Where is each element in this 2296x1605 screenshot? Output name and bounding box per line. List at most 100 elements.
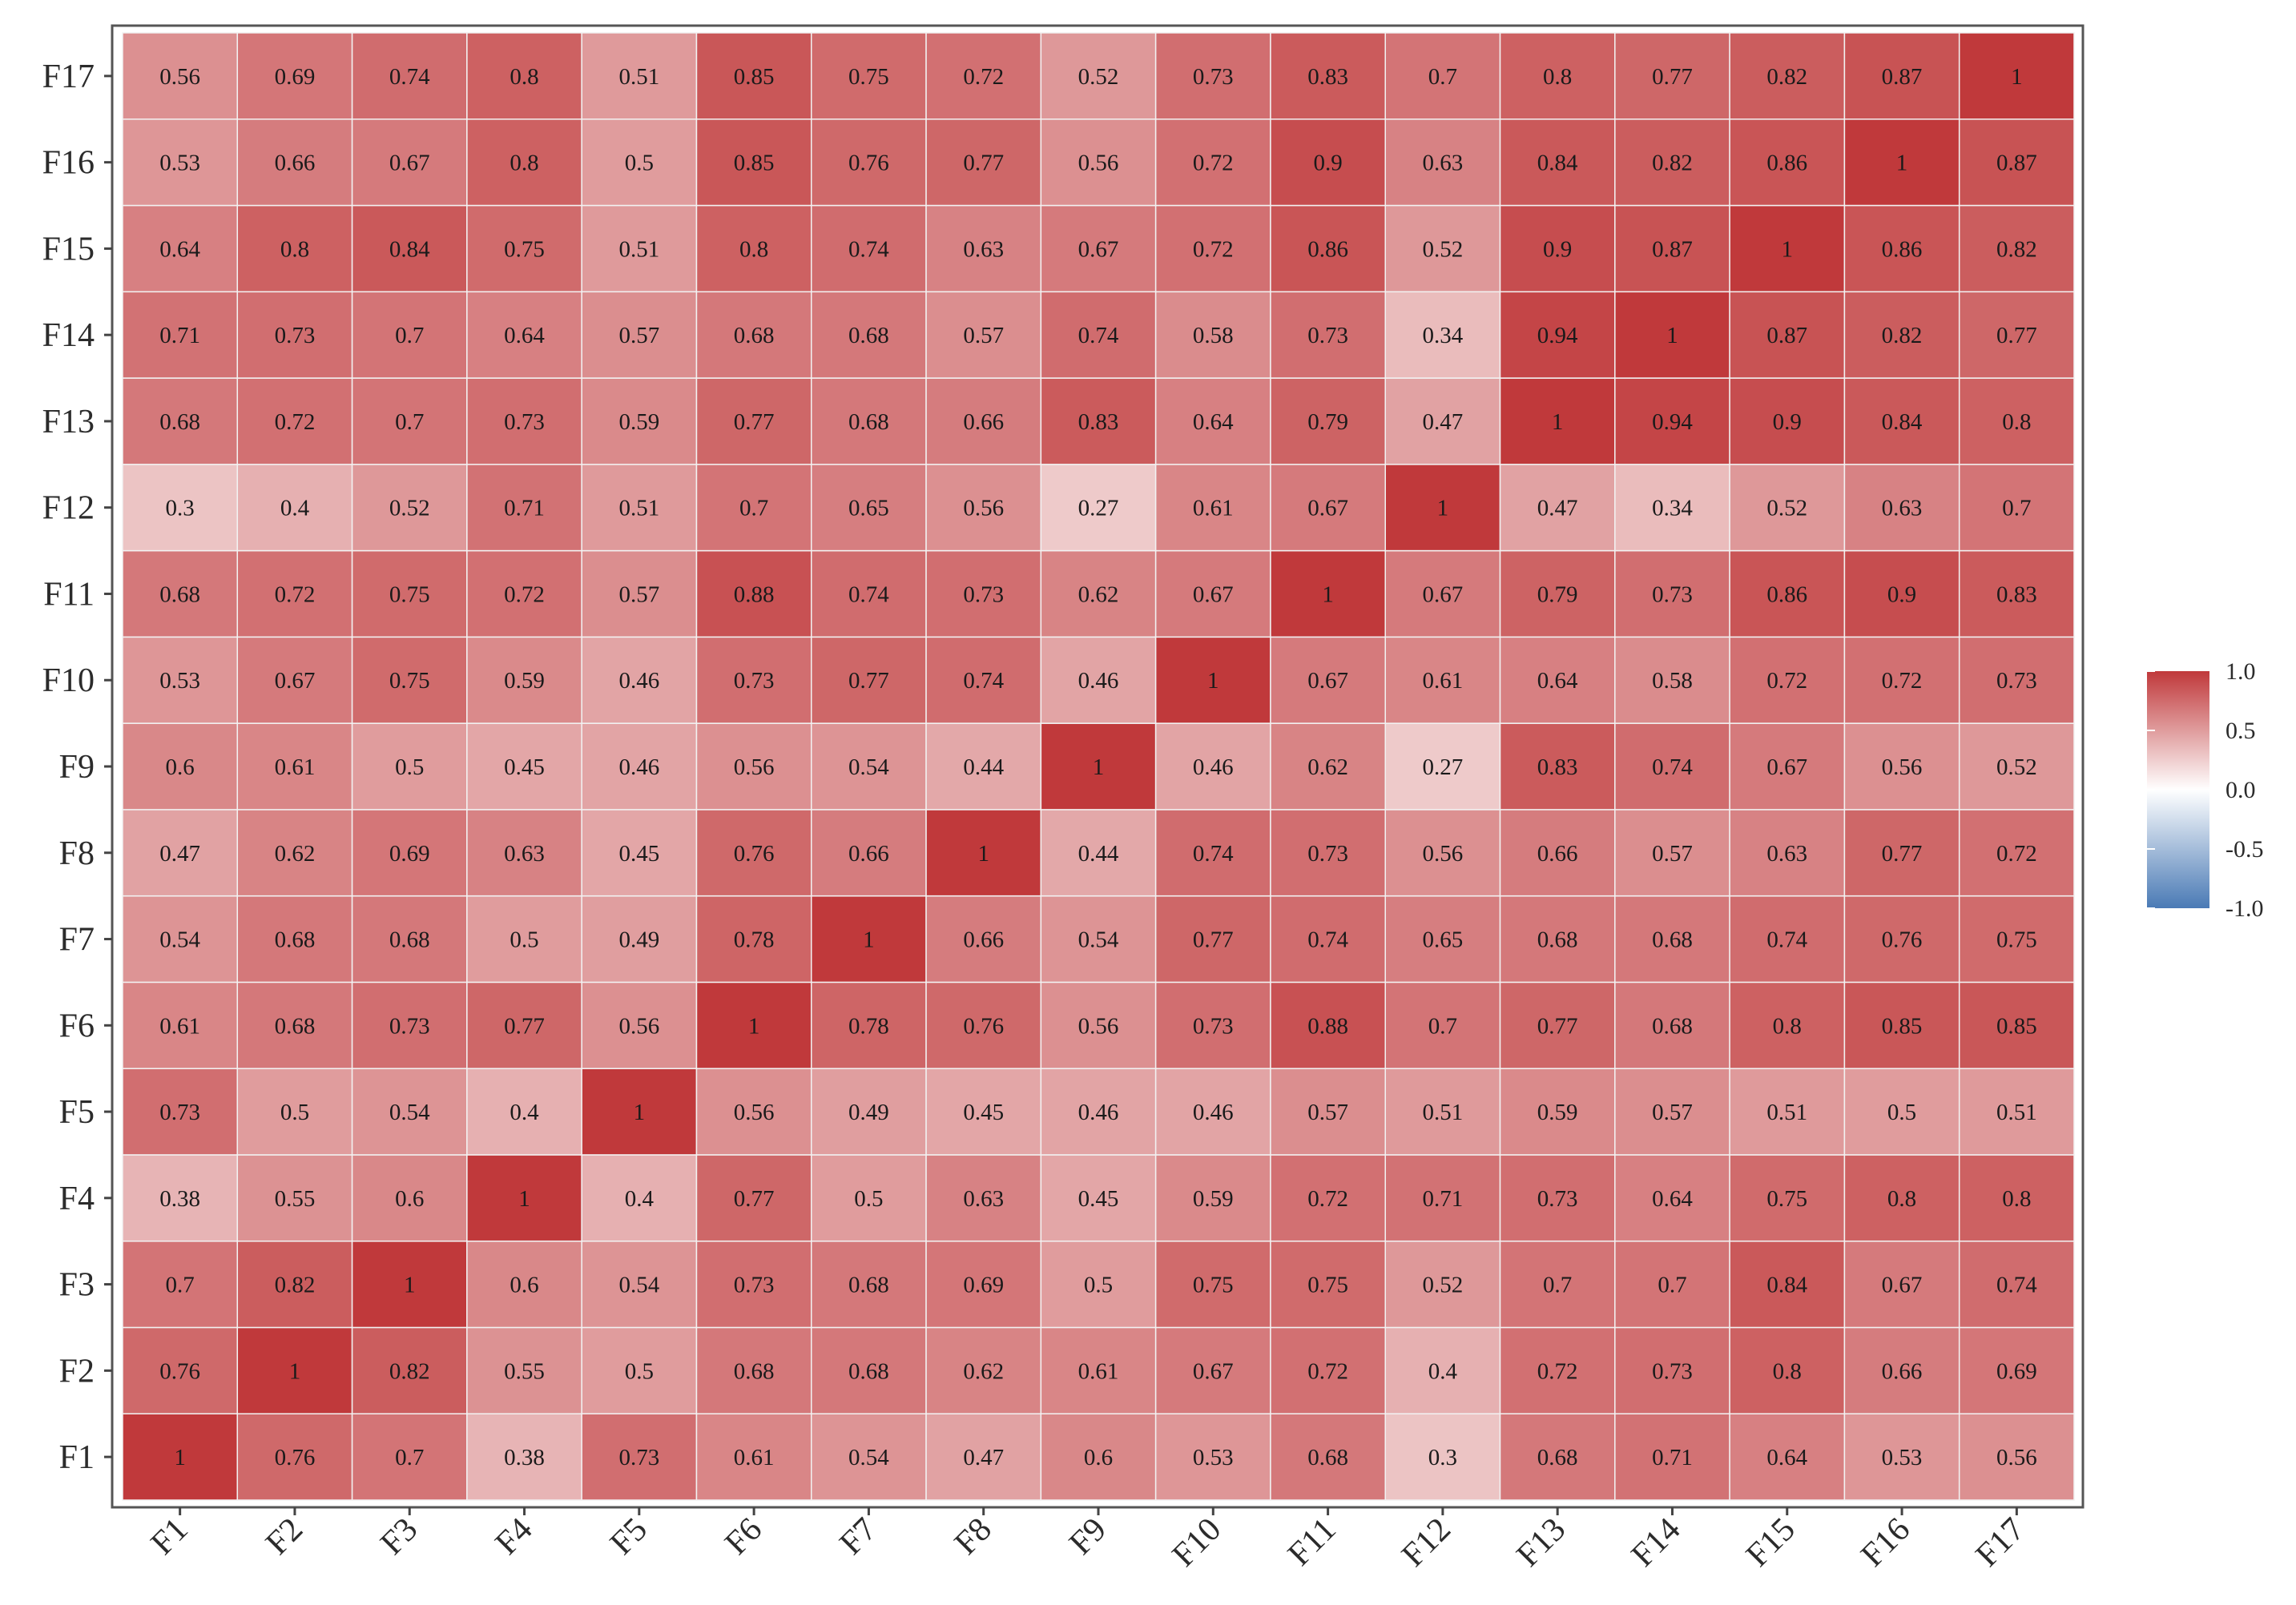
heatmap-cell <box>1958 291 2075 379</box>
heatmap-cell <box>1154 1326 1271 1414</box>
cell-value-label: 0.74 <box>1193 841 1234 867</box>
cell-value-label: 0.83 <box>1996 581 2037 607</box>
cell-value-label: 0.9 <box>1313 151 1342 176</box>
heatmap-cell <box>466 549 582 638</box>
y-tick-label: F16 <box>42 145 95 182</box>
cell-value-label: 0.34 <box>1423 323 1464 348</box>
cell-value-label: 0.58 <box>1652 668 1693 694</box>
cell-value-label: 1 <box>1896 151 1908 176</box>
heatmap-cell <box>1729 1154 1846 1242</box>
cell-value-label: 0.56 <box>1996 1445 2037 1470</box>
cell-value-label: 0.67 <box>1193 581 1234 607</box>
heatmap-cell <box>466 32 582 120</box>
cell-value-label: 0.47 <box>1423 409 1464 435</box>
cell-value-label: 0.72 <box>275 409 316 435</box>
heatmap-cell <box>351 119 468 207</box>
cell-value-label: 0.63 <box>1423 151 1464 176</box>
cell-value-label: 0.82 <box>1996 236 2037 262</box>
x-tick-label: F13 <box>1510 1511 1573 1575</box>
heatmap-cell <box>925 464 1042 552</box>
heatmap-cell <box>1154 119 1271 207</box>
cell-value-label: 0.73 <box>275 323 316 348</box>
cell-value-label: 1 <box>289 1358 301 1384</box>
heatmap-cell <box>1499 636 1616 724</box>
cell-value-label: 0.62 <box>1307 754 1348 780</box>
heatmap-cell <box>1729 1068 1846 1156</box>
heatmap-cell <box>1614 636 1730 724</box>
heatmap-cell <box>1040 32 1157 120</box>
heatmap-cell <box>695 895 812 984</box>
cell-value-label: 0.57 <box>618 581 659 607</box>
legend-colorbar <box>2147 671 2209 908</box>
cell-value-label: 0.52 <box>1766 496 1807 521</box>
heatmap-cell <box>122 119 239 207</box>
cell-value-label: 0.74 <box>848 236 889 262</box>
cell-value-label: 0.74 <box>1078 323 1119 348</box>
cell-value-label: 0.74 <box>389 64 430 90</box>
heatmap-cell <box>1384 1326 1501 1414</box>
heatmap-cell <box>351 1154 468 1242</box>
cell-value-label: 1 <box>634 1100 646 1125</box>
cell-value-label: 0.71 <box>159 323 200 348</box>
cell-value-label: 0.61 <box>734 1445 775 1470</box>
cell-value-label: 0.53 <box>1193 1445 1234 1470</box>
cell-value-label: 0.27 <box>1423 754 1464 780</box>
cell-value-label: 0.61 <box>159 1013 200 1039</box>
heatmap-cell <box>1384 1240 1501 1329</box>
cell-value-label: 0.74 <box>963 668 1004 694</box>
cell-value-label: 0.68 <box>734 323 775 348</box>
y-tick-label: F10 <box>42 662 95 699</box>
heatmap-cell <box>1040 549 1157 638</box>
cell-value-label: 0.65 <box>848 496 889 521</box>
heatmap-cell <box>236 204 353 293</box>
cell-value-label: 0.64 <box>1652 1186 1693 1212</box>
heatmap-cell <box>695 377 812 465</box>
heatmap-cell <box>1843 1068 1960 1156</box>
cell-value-label: 0.46 <box>618 754 659 780</box>
heatmap-cell <box>1614 809 1730 897</box>
cell-value-label: 0.77 <box>848 668 889 694</box>
cell-value-label: 0.76 <box>159 1358 200 1384</box>
heatmap-cell <box>1270 32 1386 120</box>
y-tick-label: F6 <box>59 1008 95 1044</box>
heatmap-cell <box>695 464 812 552</box>
cell-value-label: 1 <box>174 1445 186 1470</box>
cell-value-label: 0.73 <box>1652 581 1693 607</box>
heatmap-cell <box>925 204 1042 293</box>
cell-value-label: 0.67 <box>1766 754 1807 780</box>
heatmap-cell <box>1958 636 2075 724</box>
heatmap-cell <box>1040 204 1157 293</box>
heatmap-cell <box>1154 1240 1271 1329</box>
heatmap-cell <box>1040 981 1157 1069</box>
heatmap-cell <box>1499 1068 1616 1156</box>
cell-value-label: 0.67 <box>389 151 430 176</box>
cell-value-label: 0.54 <box>1078 927 1119 953</box>
heatmap-cell <box>925 1413 1042 1501</box>
cell-value-label: 0.76 <box>275 1445 316 1470</box>
heatmap-cell <box>581 377 698 465</box>
cell-value-label: 1 <box>863 927 875 953</box>
heatmap-cell <box>1958 895 2075 984</box>
cell-value-label: 0.73 <box>504 409 545 435</box>
y-tick-label: F9 <box>59 749 95 786</box>
heatmap-cell <box>1154 722 1271 811</box>
heatmap-cell <box>1843 32 1960 120</box>
cell-value-label: 0.75 <box>504 236 545 262</box>
y-axis: F1 F2 F3 F4 F5 F6 F7 F8 F9 F10 F11 F12 F13 F14 F15 F16 F… <box>42 58 112 1476</box>
cell-value-label: 0.72 <box>963 64 1004 90</box>
heatmap-cell <box>1154 32 1271 120</box>
cell-value-label: 0.72 <box>1882 668 1923 694</box>
heatmap-cell <box>925 981 1042 1069</box>
cell-value-label: 0.71 <box>1423 1186 1464 1212</box>
cell-value-label: 0.7 <box>1543 1273 1572 1298</box>
heatmap-cell <box>811 636 927 724</box>
x-tick-label: F6 <box>718 1511 769 1563</box>
cell-value-label: 0.62 <box>275 841 316 867</box>
cell-value-label: 0.4 <box>1428 1358 1458 1384</box>
heatmap-cell <box>811 981 927 1069</box>
cell-value-label: 0.66 <box>848 841 889 867</box>
cell-value-label: 0.82 <box>1766 64 1807 90</box>
cell-value-label: 0.62 <box>963 1358 1004 1384</box>
cell-value-label: 1 <box>2011 64 2023 90</box>
heatmap-cell <box>811 809 927 897</box>
